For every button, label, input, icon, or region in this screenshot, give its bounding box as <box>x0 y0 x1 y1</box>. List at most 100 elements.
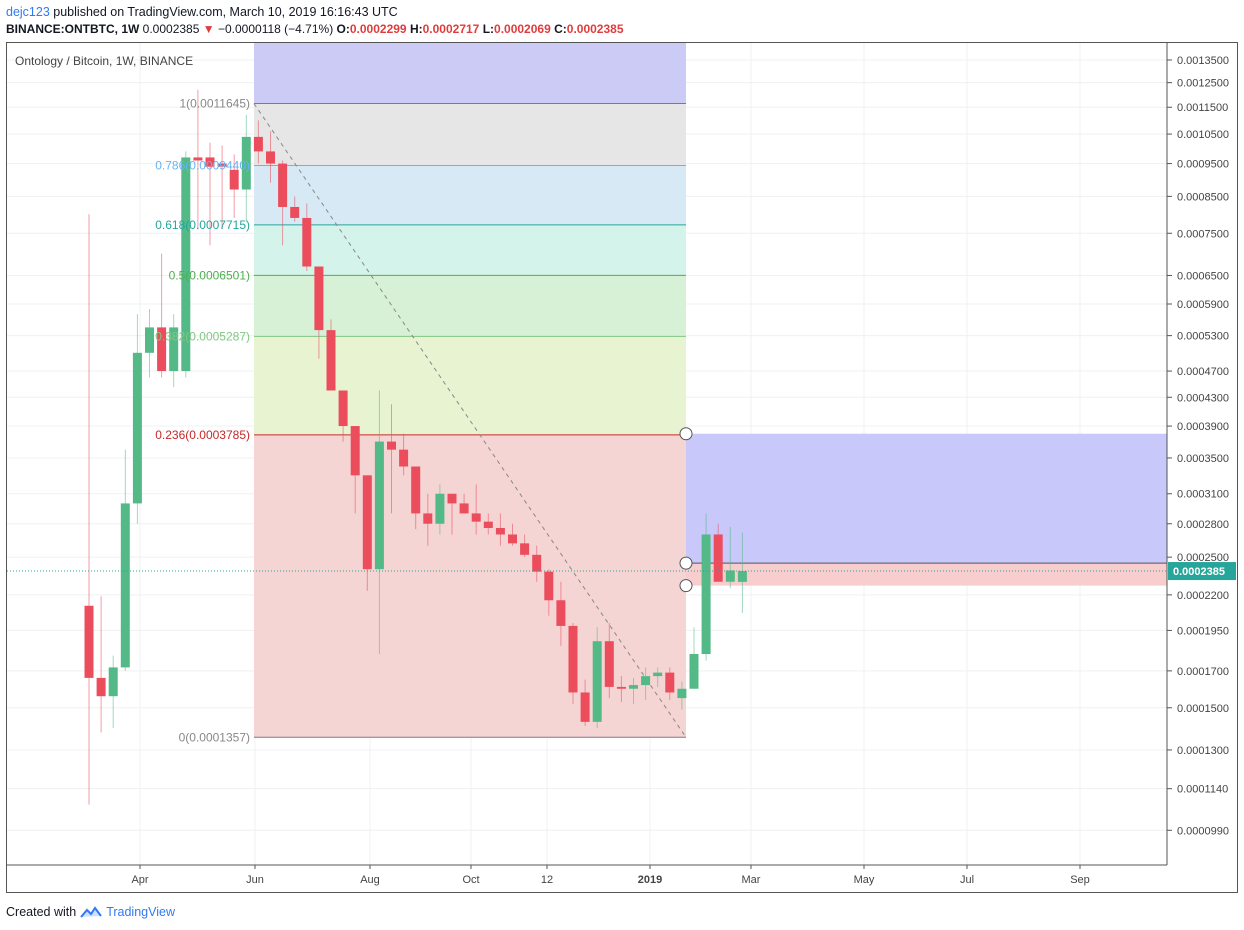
publish-text: published on TradingView.com, March 10, … <box>53 5 398 19</box>
fib-level-label: 0.236(0.0003785) <box>155 428 250 442</box>
x-tick-label: Mar <box>742 874 761 886</box>
candle-body <box>508 534 517 544</box>
candle-body <box>84 605 94 678</box>
x-tick-label: 2019 <box>638 874 662 886</box>
candle-body <box>737 571 747 582</box>
drag-handle <box>679 427 693 441</box>
ohlc-line: BINANCE:ONTBTC, 1W 0.0002385 ▼ −0.000011… <box>6 22 624 36</box>
candle-body <box>435 493 445 524</box>
candle-body <box>229 169 239 190</box>
y-tick-label: 0.0001700 <box>1177 666 1229 678</box>
tradingview-logo-icon <box>80 906 102 918</box>
author-link[interactable]: dejc123 <box>6 5 50 19</box>
y-tick-label: 0.0013500 <box>1177 55 1229 67</box>
close-value: 0.0002385 <box>566 22 624 36</box>
candle-body <box>193 157 203 161</box>
candle-body <box>169 327 179 372</box>
chart-canvas[interactable]: 1(0.0011645) 0.786(0.0009440) 0.618(0.0007… <box>7 43 1237 892</box>
high-label: H: <box>409 22 423 36</box>
open-label: O: <box>336 22 350 36</box>
last-price: 0.0002385 <box>142 22 200 36</box>
y-tick-label: 0.0009500 <box>1177 159 1229 171</box>
position-stop-zone <box>686 563 1167 586</box>
tradingview-link[interactable]: TradingView <box>106 905 175 919</box>
candle-body <box>471 513 481 522</box>
last-price-badge-label: 0.0002385 <box>1173 566 1225 578</box>
candle-body <box>592 641 602 722</box>
candle-body <box>411 466 421 514</box>
candle-body <box>544 571 554 601</box>
candle-body <box>132 352 142 504</box>
y-tick-label: 0.0004700 <box>1177 366 1229 378</box>
y-tick-label: 0.0004300 <box>1177 392 1229 404</box>
candle-body <box>604 641 614 687</box>
fib-level-label: 0.786(0.0009440) <box>155 158 250 172</box>
candle-body <box>326 330 336 391</box>
fib-level-label: 0.5(0.0006501) <box>169 268 250 282</box>
position-target-zone <box>686 433 1167 564</box>
x-tick-label: Jun <box>246 874 264 886</box>
y-tick-label: 0.0011500 <box>1177 102 1228 114</box>
candle-body <box>338 390 348 427</box>
candle-body <box>423 513 433 524</box>
y-tick-label: 0.0001500 <box>1177 703 1229 715</box>
candle-body <box>713 534 723 582</box>
fib-zone <box>254 224 686 276</box>
candle-body <box>96 677 106 697</box>
candle-body <box>689 654 699 689</box>
x-tick-label: Apr <box>131 874 148 886</box>
candle-body <box>653 672 663 677</box>
candle-body <box>108 667 118 697</box>
y-tick-label: 0.0012500 <box>1177 78 1229 90</box>
candle-body <box>374 441 384 570</box>
candle-body <box>677 688 687 699</box>
y-tick-label: 0.0005300 <box>1177 331 1229 343</box>
close-label: C: <box>554 22 567 36</box>
candle-body <box>217 163 227 167</box>
candle-body <box>520 543 530 555</box>
y-tick-label: 0.0001300 <box>1177 745 1229 757</box>
candle-body <box>350 426 360 476</box>
fib-level-label: 0.618(0.0007715) <box>155 218 250 232</box>
candle-body <box>290 206 300 218</box>
candle-body <box>556 600 566 626</box>
candle-body <box>580 692 590 722</box>
candle-body <box>145 327 154 353</box>
drag-handle <box>679 556 693 570</box>
y-tick-label: 0.0010500 <box>1177 129 1229 141</box>
publish-info: dejc123 published on TradingView.com, Ma… <box>6 5 398 19</box>
open-value: 0.0002299 <box>349 22 407 36</box>
candle-body <box>495 527 505 535</box>
fib-zone <box>254 434 686 738</box>
fib-level-label: 0.382(0.0005287) <box>155 329 250 343</box>
fib-zone <box>254 165 686 225</box>
y-tick-label: 0.0008500 <box>1177 191 1229 203</box>
footer: Created with TradingView <box>6 905 175 919</box>
candle-body <box>483 521 493 528</box>
fib-zone-top <box>254 43 686 104</box>
high-value: 0.0002717 <box>422 22 480 36</box>
symbol-label: BINANCE:ONTBTC, 1W <box>6 22 140 36</box>
y-tick-label: 0.0000990 <box>1177 825 1229 837</box>
y-tick-label: 0.0003500 <box>1177 453 1229 465</box>
fib-level-label: 0(0.0001357) <box>179 730 250 744</box>
x-tick-label: Oct <box>462 874 479 886</box>
fib-zone <box>254 336 686 435</box>
candle-body <box>302 217 312 267</box>
candle-body <box>725 570 735 582</box>
candle-body <box>253 136 263 152</box>
candle-body <box>278 163 288 207</box>
chart-pane[interactable]: 1(0.0011645) 0.786(0.0009440) 0.618(0.0007… <box>6 42 1238 893</box>
candle-body <box>641 676 651 686</box>
candle-body <box>314 266 324 331</box>
y-tick-label: 0.0002200 <box>1177 590 1229 602</box>
candle-body <box>157 327 167 372</box>
low-label: L: <box>482 22 495 36</box>
x-tick-label: May <box>854 874 875 886</box>
price-change: −0.0000118 (−4.71%) <box>217 22 334 36</box>
fib-zone <box>254 103 686 166</box>
y-tick-label: 0.0001140 <box>1177 784 1228 796</box>
x-tick-label: Sep <box>1070 874 1090 886</box>
x-tick-label: Jul <box>960 874 974 886</box>
candle-body <box>399 449 409 467</box>
